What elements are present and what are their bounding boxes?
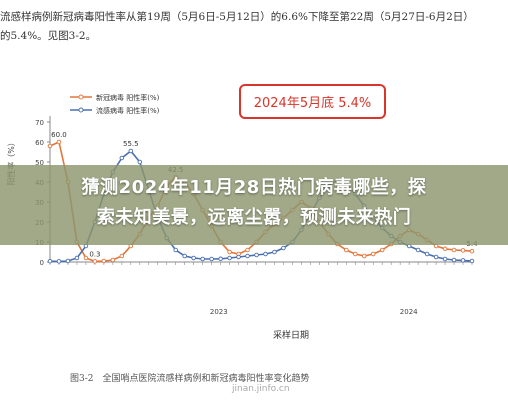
data-point	[128, 148, 134, 154]
data-point	[227, 249, 232, 255]
data-point	[65, 258, 71, 264]
data-point	[424, 251, 430, 257]
year-label: 2024	[400, 308, 418, 316]
data-point	[83, 255, 89, 261]
data-point	[370, 251, 376, 257]
data-point	[137, 159, 143, 165]
data-point	[415, 247, 421, 253]
data-point	[101, 258, 107, 264]
data-point	[433, 254, 439, 260]
data-point	[182, 253, 187, 259]
data-point	[209, 256, 214, 262]
y-tick-label: 70	[35, 119, 44, 127]
data-point	[442, 256, 448, 262]
data-point	[227, 255, 232, 261]
overlay-line-1: 猜测2024年11月28日热门病毒哪些，探	[81, 177, 427, 198]
data-point	[92, 259, 98, 264]
callout-box: 2024年5月底 5.4%	[239, 84, 386, 119]
data-point	[47, 143, 53, 149]
y-tick-label: 60	[35, 139, 44, 147]
data-point	[263, 251, 268, 257]
data-point	[451, 257, 457, 263]
overlay-band	[0, 165, 508, 245]
legend-marker	[78, 107, 84, 113]
data-point	[218, 256, 223, 262]
data-point	[469, 258, 475, 264]
data-point	[119, 155, 125, 161]
data-point	[451, 247, 457, 253]
data-point	[191, 255, 196, 261]
data-point	[173, 247, 178, 253]
data-point	[56, 139, 62, 145]
overlay-headline: 猜测2024年11月28日热门病毒哪些，探 索未知美景，远离尘嚣，预测未来热门	[0, 173, 508, 233]
x-axis-label: 采样日期	[273, 329, 309, 341]
data-point	[236, 254, 241, 260]
data-point	[469, 248, 475, 254]
year-label: 2023	[210, 308, 228, 316]
intro-text: 流感样病例新冠病毒阳性率从第19周（5月6日-5月12日）的6.6%下降至第22…	[0, 8, 508, 46]
intro-line-2: 的5.4%。见图3-2。	[0, 30, 97, 42]
intro-line-1: 流感样病例新冠病毒阳性率从第19周（5月6日-5月12日）的6.6%下降至第22…	[0, 11, 474, 23]
data-point	[460, 258, 466, 263]
data-label: 60.0	[51, 131, 67, 139]
data-point	[74, 255, 80, 261]
y-tick-label: 50	[35, 159, 44, 167]
watermark: jinan.jinfo.cn	[232, 384, 290, 394]
data-point	[200, 256, 205, 262]
data-point	[362, 253, 367, 259]
data-label: 55.5	[123, 140, 139, 148]
data-point	[281, 245, 286, 251]
legend-marker	[78, 94, 84, 100]
overlay-line-2: 索未知美景，远离尘嚣，预测未来热门	[96, 207, 412, 228]
data-point	[442, 246, 448, 252]
figure-caption: 图3-2 全国哨点医院流感样病例和新冠病毒阳性率变化趋势	[70, 374, 310, 384]
data-label: 0.3	[89, 250, 100, 258]
data-point	[47, 258, 53, 264]
data-point	[245, 253, 250, 259]
data-point	[110, 257, 116, 263]
legend-label: 流感病毒 阳性率(%)	[96, 106, 160, 115]
data-point	[119, 253, 125, 259]
data-point	[254, 252, 259, 258]
data-point	[353, 251, 358, 257]
y-axis-label: 阳性率（%）	[6, 138, 16, 186]
data-point	[344, 247, 349, 253]
data-point	[379, 247, 385, 253]
legend-label: 新冠病毒 阳性率(%)	[96, 93, 160, 102]
y-tick-label: 0	[40, 259, 44, 267]
data-point	[245, 247, 250, 253]
data-point	[272, 249, 277, 255]
data-point	[56, 259, 62, 264]
data-point	[460, 248, 466, 253]
